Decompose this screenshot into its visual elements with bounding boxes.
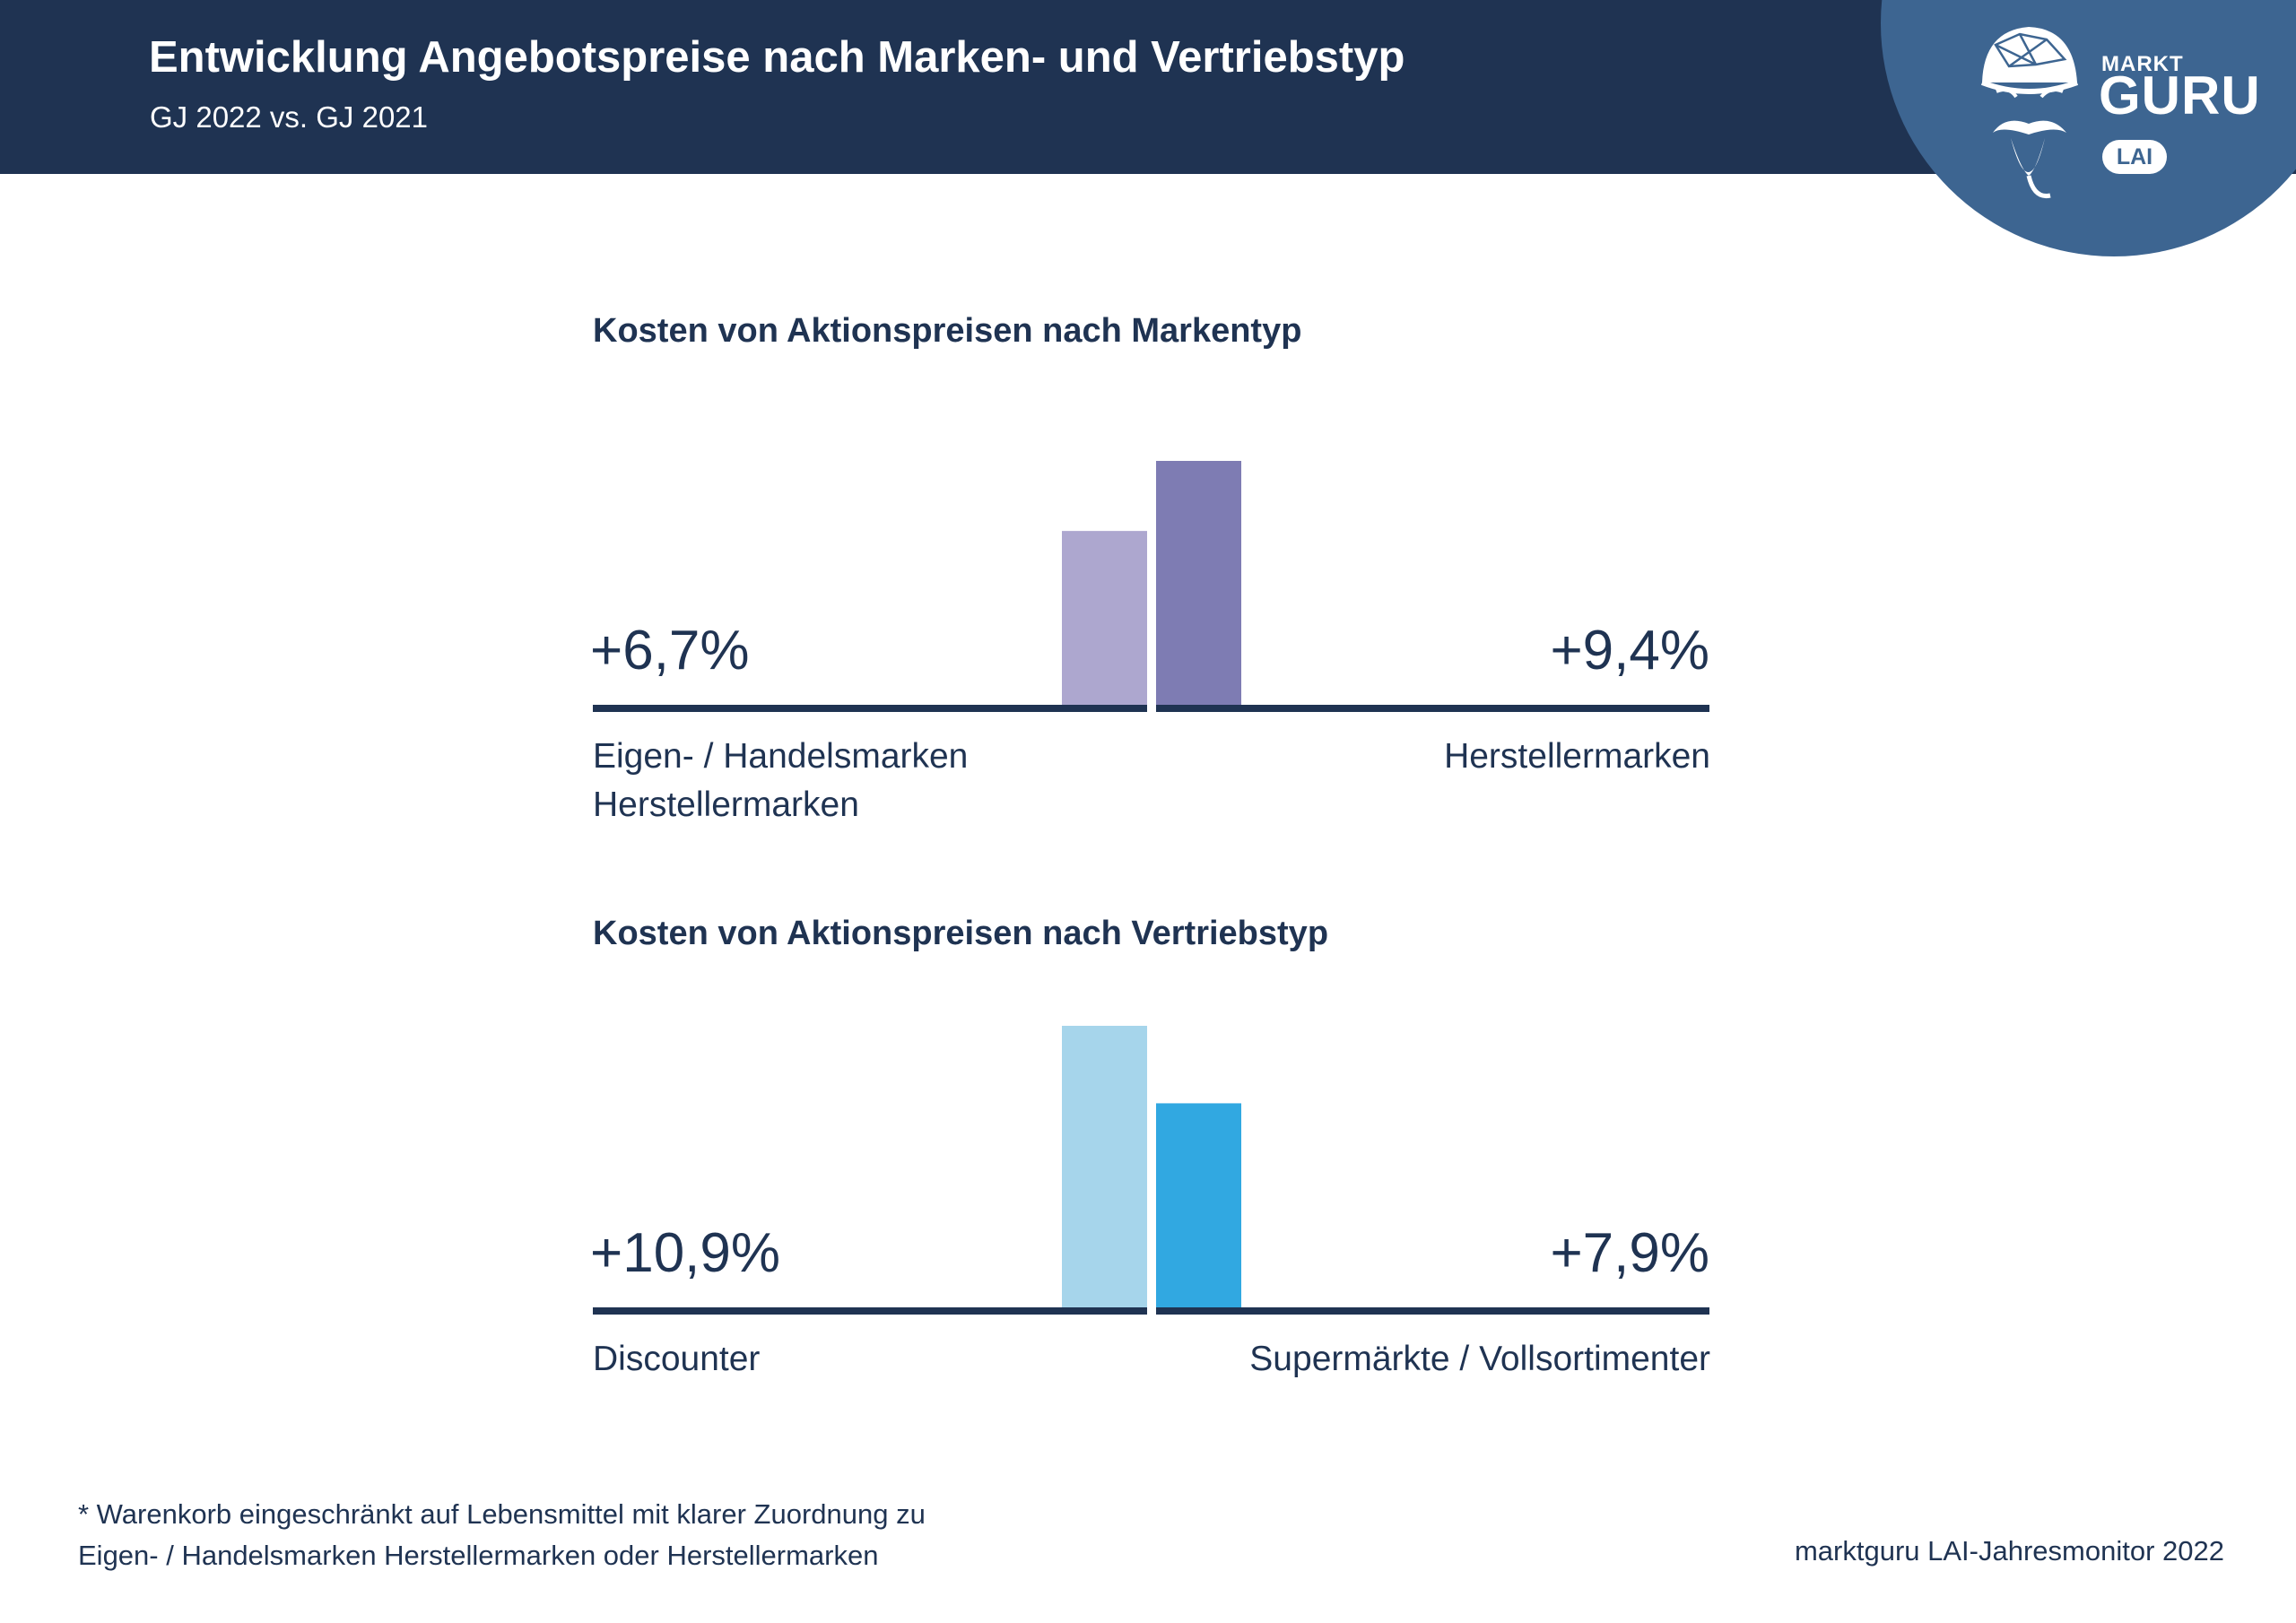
value-label-left: +10,9% [590,1222,781,1284]
bar-chart-markentyp [593,461,1709,712]
category-label-left: Discounter [593,1335,760,1384]
baseline-left [593,705,1147,712]
chart-title: Kosten von Aktionspreisen nach Vertriebs… [593,915,1329,952]
footnote-line: Eigen- / Handelsmarken Herstellermarken … [78,1540,879,1571]
bar-chart-vertriebstyp [593,1026,1709,1315]
baseline-right [1156,1307,1709,1315]
footnote: * Warenkorb eingeschränkt auf Lebensmitt… [78,1494,926,1576]
value-label-right: +9,4% [1550,620,1709,681]
bar-right [1156,1103,1241,1307]
source-note: marktguru LAI-Jahresmonitor 2022 [1794,1535,2224,1567]
category-label-right: Supermärkte / Vollsortimenter [1249,1335,1710,1384]
page-subtitle: GJ 2022 vs. GJ 2021 [150,100,429,134]
baseline-left [593,1307,1147,1315]
bar-left [1062,1026,1147,1307]
category-label-line: Supermärkte / Vollsortimenter [1249,1340,1710,1378]
footnote-line: * Warenkorb eingeschränkt auf Lebensmitt… [78,1498,926,1530]
category-label-left: Eigen- / Handelsmarken Herstellermarken [593,733,968,829]
category-label-line: Herstellermarken [1444,737,1710,776]
category-label-line: Eigen- / Handelsmarken [593,737,969,776]
category-label-line: Herstellermarken [593,785,859,824]
baseline-right [1156,705,1709,712]
category-label-right: Herstellermarken [1444,733,1710,781]
bar-left [1062,531,1147,705]
chart-title: Kosten von Aktionspreisen nach Markentyp [593,312,1302,350]
category-label-line: Discounter [593,1340,761,1378]
value-label-right: +7,9% [1550,1222,1709,1284]
page-title: Entwicklung Angebotspreise nach Marken- … [149,33,1405,82]
value-label-left: +6,7% [590,620,750,681]
bar-right [1156,461,1241,705]
